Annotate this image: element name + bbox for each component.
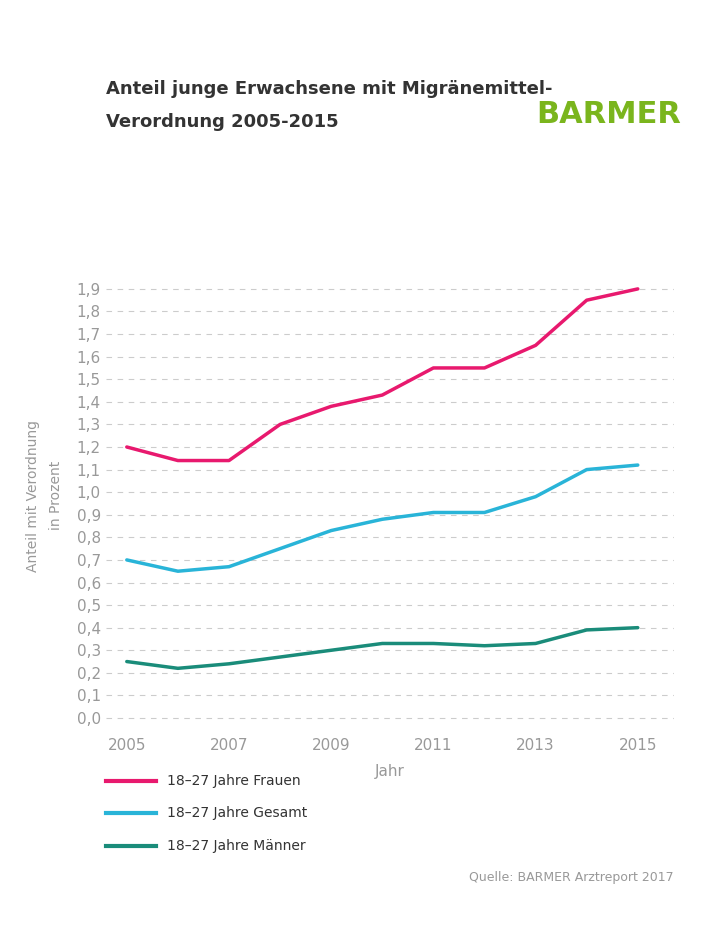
- Text: Verordnung 2005-2015: Verordnung 2005-2015: [106, 113, 339, 131]
- Text: 18–27 Jahre Männer: 18–27 Jahre Männer: [167, 840, 306, 853]
- Text: Anteil junge Erwachsene mit Migränemittel-: Anteil junge Erwachsene mit Migränemitte…: [106, 80, 553, 98]
- X-axis label: Jahr: Jahr: [375, 764, 405, 779]
- Text: BARMER: BARMER: [536, 99, 681, 129]
- Text: 18–27 Jahre Gesamt: 18–27 Jahre Gesamt: [167, 807, 307, 820]
- Text: Quelle: BARMER Arztreport 2017: Quelle: BARMER Arztreport 2017: [469, 870, 674, 884]
- Y-axis label: Anteil mit Verordnung
in Prozent: Anteil mit Verordnung in Prozent: [26, 420, 62, 571]
- Text: 18–27 Jahre Frauen: 18–27 Jahre Frauen: [167, 774, 300, 787]
